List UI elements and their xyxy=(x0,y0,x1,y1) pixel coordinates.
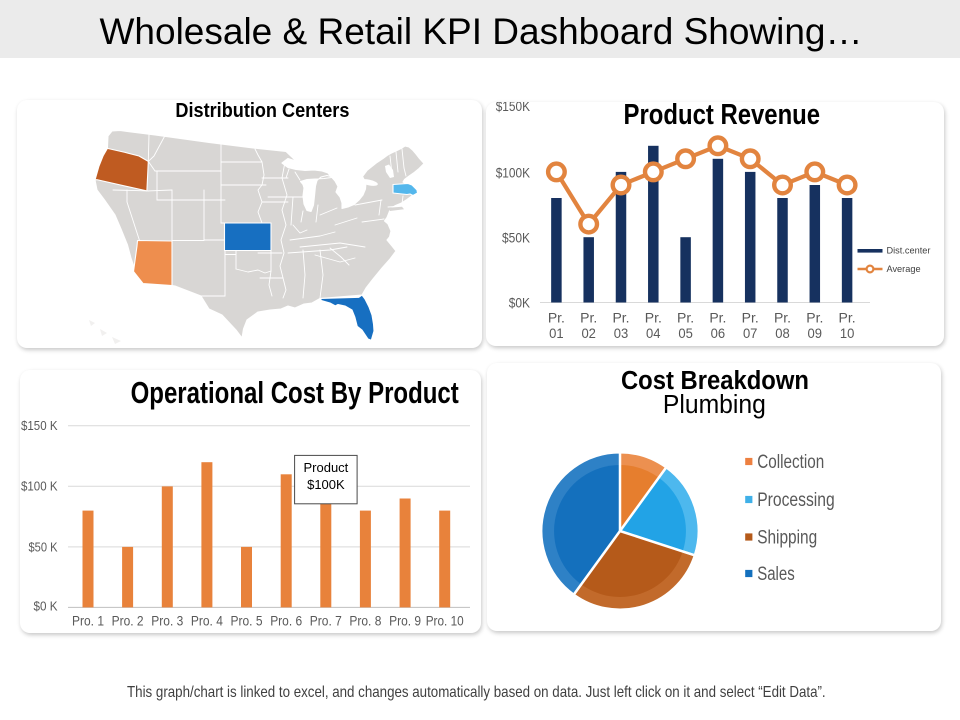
svg-text:10: 10 xyxy=(840,325,855,341)
svg-text:$0 K: $0 K xyxy=(34,598,58,613)
svg-text:Pr.: Pr. xyxy=(677,310,694,326)
svg-text:Pr.: Pr. xyxy=(774,310,791,326)
svg-text:Pro. 7: Pro. 7 xyxy=(310,614,342,629)
svg-text:Pro. 2: Pro. 2 xyxy=(112,614,144,629)
svg-text:07: 07 xyxy=(743,325,758,341)
svg-text:09: 09 xyxy=(808,325,823,341)
svg-text:Average: Average xyxy=(887,264,921,274)
svg-text:Pr.: Pr. xyxy=(839,310,856,326)
svg-text:Product: Product xyxy=(303,460,348,475)
svg-text:Pro. 1: Pro. 1 xyxy=(72,614,104,629)
svg-text:$50K: $50K xyxy=(502,231,530,246)
svg-text:Shipping: Shipping xyxy=(757,527,817,549)
svg-text:Pr.: Pr. xyxy=(709,310,726,326)
svg-text:Dist.center: Dist.center xyxy=(887,245,931,255)
svg-text:05: 05 xyxy=(678,325,693,341)
svg-text:$150 K: $150 K xyxy=(21,418,58,433)
svg-text:04: 04 xyxy=(646,325,661,341)
svg-text:06: 06 xyxy=(711,325,726,341)
svg-text:$100K: $100K xyxy=(307,477,345,492)
svg-text:Pro. 3: Pro. 3 xyxy=(151,614,183,629)
svg-text:$50 K: $50 K xyxy=(29,539,58,554)
svg-text:$0K: $0K xyxy=(509,295,530,310)
svg-text:Pro. 8: Pro. 8 xyxy=(349,614,381,629)
svg-text:Pro. 10: Pro. 10 xyxy=(426,614,464,629)
svg-text:Pro. 6: Pro. 6 xyxy=(270,614,302,629)
svg-text:Pr.: Pr. xyxy=(548,310,565,326)
svg-text:01: 01 xyxy=(549,325,564,341)
svg-text:08: 08 xyxy=(775,325,790,341)
svg-text:$150K: $150K xyxy=(496,102,530,114)
svg-text:Pro. 9: Pro. 9 xyxy=(389,614,421,629)
svg-text:Processing: Processing xyxy=(757,489,835,511)
svg-text:02: 02 xyxy=(581,325,596,341)
svg-text:Pr.: Pr. xyxy=(612,310,629,326)
svg-text:Pr.: Pr. xyxy=(742,310,759,326)
svg-text:Collection: Collection xyxy=(757,451,824,473)
svg-text:Pr.: Pr. xyxy=(580,310,597,326)
svg-text:Pro. 4: Pro. 4 xyxy=(191,614,223,629)
svg-text:03: 03 xyxy=(614,325,629,341)
svg-text:Pr.: Pr. xyxy=(645,310,662,326)
svg-text:Pr.: Pr. xyxy=(806,310,823,326)
svg-text:Sales: Sales xyxy=(757,563,795,585)
svg-text:$100K: $100K xyxy=(496,165,530,180)
svg-text:$100 K: $100 K xyxy=(21,479,58,494)
svg-text:Pro. 5: Pro. 5 xyxy=(231,614,263,629)
